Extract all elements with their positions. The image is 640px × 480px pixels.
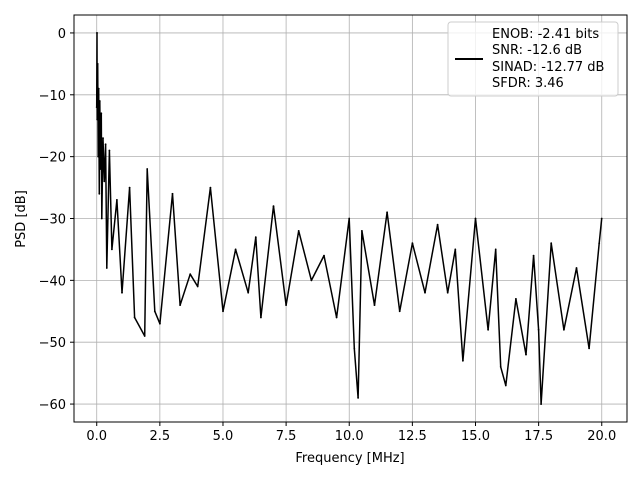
x-axis-label: Frequency [MHz] [295, 451, 404, 466]
y-tick-label: −50 [39, 336, 66, 351]
psd-data-point [588, 347, 590, 350]
psd-data-point [97, 87, 100, 90]
psd-data-point [100, 217, 103, 220]
psd-data-point [116, 199, 118, 201]
legend-line-3: SINAD: -12.77 dB [492, 60, 604, 75]
psd-data-point [532, 254, 535, 257]
psd-data-point [373, 304, 376, 306]
psd-data-point [234, 248, 237, 251]
psd-data-point [515, 298, 517, 300]
y-tick-label: −40 [39, 274, 66, 289]
psd-data-point [454, 248, 457, 251]
psd-data-point [260, 316, 262, 319]
psd-data-point [95, 106, 98, 109]
psd-data-point [398, 310, 401, 313]
psd-data-point [108, 149, 111, 152]
legend-line-4: SFDR: 3.46 [492, 76, 564, 91]
psd-data-point [550, 242, 553, 245]
psd-data-point [563, 328, 565, 331]
psd-data-point [103, 180, 106, 183]
psd-data-point [105, 267, 108, 269]
psd-data-point [171, 192, 174, 195]
psd-data-point [128, 186, 131, 189]
psd-data-point [297, 230, 300, 232]
legend-line-1: ENOB: -2.41 bits [492, 27, 599, 42]
psd-data-point [159, 322, 161, 325]
psd-data-point [504, 384, 507, 387]
psd-data-point [97, 155, 100, 158]
x-tick-label: 0.0 [86, 429, 107, 444]
psd-data-point [104, 143, 107, 146]
psd-data-point [357, 397, 359, 399]
y-axis-label: PSD [dB] [14, 190, 29, 248]
psd-data-point [436, 223, 439, 226]
psd-data-point [537, 328, 540, 331]
y-tick-label: −30 [39, 213, 66, 228]
psd-data-point [133, 316, 136, 319]
data-layer [95, 32, 603, 405]
psd-data-point [247, 291, 250, 294]
psd-data-point [254, 236, 257, 239]
psd-data-point [462, 359, 464, 362]
x-tick-label: 2.5 [150, 429, 171, 444]
psd-data-point [209, 186, 212, 189]
x-tick-label: 20.0 [587, 429, 616, 444]
x-tick-label: 5.0 [213, 429, 234, 444]
psd-data-point [323, 254, 325, 257]
y-tick-label: −60 [39, 398, 66, 413]
psd-data-point [353, 347, 356, 350]
psd-data-point [121, 291, 123, 294]
psd-data-point [598, 242, 601, 245]
psd-data-point [111, 248, 113, 251]
psd-data-point [411, 242, 414, 245]
psd-data-point [285, 304, 287, 306]
psd-data-point [153, 310, 156, 313]
psd-data-point [525, 353, 527, 356]
legend-line-2: SNR: -12.6 dB [492, 43, 582, 58]
psd-data-point [98, 100, 101, 102]
x-tick-label: 12.5 [398, 429, 427, 444]
psd-data-point [100, 112, 103, 115]
psd-data-point [494, 248, 497, 251]
psd-data-point [361, 230, 363, 232]
psd-data-point [424, 291, 426, 294]
psd-data-point [146, 168, 149, 170]
psd-data-point [600, 217, 603, 220]
tick-layer: 0.0 2.5 5.0 7.5 10.0 12.5 15.0 17.5 20.0 0 −10 −20 −… [39, 27, 617, 444]
x-tick-label: 10.0 [335, 429, 364, 444]
psd-data-point [348, 217, 351, 220]
psd-data-point [474, 217, 477, 220]
psd-data-point [386, 211, 388, 214]
psd-data-point [310, 279, 313, 282]
legend: ENOB: -2.41 bits SNR: -12.6 dB SINAD: -1… [447, 21, 619, 97]
psd-data-point [98, 192, 101, 195]
psd-data-point [499, 366, 502, 368]
psd-data-point [222, 310, 224, 313]
psd-data-point [575, 267, 578, 269]
psd-data-point [335, 316, 338, 319]
psd-data-point [272, 205, 275, 208]
y-tick-label: 0 [58, 27, 66, 42]
psd-data-point [99, 168, 102, 170]
x-tick-label: 7.5 [276, 429, 297, 444]
psd-data-point [179, 304, 182, 306]
psd-data-point [96, 118, 99, 121]
psd-data-point [540, 403, 542, 405]
psd-data-point [446, 291, 449, 294]
psd-series-line [95, 32, 603, 405]
psd-data-point [102, 137, 104, 140]
y-tick-label: −10 [39, 89, 66, 104]
psd-data-point [196, 285, 199, 288]
psd-data-point [96, 63, 99, 65]
psd-data-point [189, 273, 192, 276]
y-tick-label: −20 [39, 151, 66, 166]
x-tick-label: 17.5 [524, 429, 553, 444]
psd-data-point [487, 328, 489, 331]
psd-data-point [96, 32, 98, 34]
legend-box [447, 21, 619, 97]
x-tick-label: 15.0 [461, 429, 490, 444]
psd-data-point [143, 335, 146, 337]
